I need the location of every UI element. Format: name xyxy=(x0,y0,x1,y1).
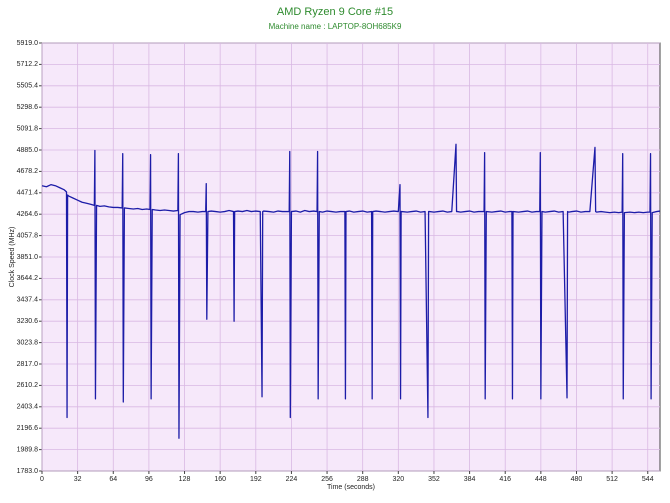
data-line xyxy=(41,143,661,439)
x-tick-label: 480 xyxy=(571,476,583,483)
chart-title: AMD Ryzen 9 Core #15 xyxy=(277,6,393,18)
y-tick-label: 2403.4 xyxy=(17,404,39,411)
x-tick-label: 416 xyxy=(499,476,511,483)
x-axis-title: Time (seconds) xyxy=(327,484,375,491)
y-axis-title: Clock Speed (MHz) xyxy=(9,227,16,288)
y-tick-label: 5505.4 xyxy=(17,83,39,90)
x-tick-label: 448 xyxy=(535,476,547,483)
x-tick-label: 384 xyxy=(464,476,476,483)
x-tick-label: 544 xyxy=(642,476,654,483)
x-tick-label: 352 xyxy=(428,476,440,483)
x-tick-label: 96 xyxy=(145,476,153,483)
y-tick-label: 1783.0 xyxy=(17,468,39,475)
y-tick-label: 5091.8 xyxy=(17,125,39,132)
y-tick-label: 5712.2 xyxy=(17,61,39,68)
x-tick-label: 0 xyxy=(40,476,44,483)
x-tick-label: 320 xyxy=(392,476,404,483)
x-tick-label: 192 xyxy=(250,476,262,483)
x-tick-label: 160 xyxy=(214,476,226,483)
y-tick-label: 5919.0 xyxy=(17,40,39,47)
y-tick-label: 4057.8 xyxy=(17,232,39,239)
y-tick-label: 2817.0 xyxy=(17,361,39,368)
y-tick-label: 4264.6 xyxy=(17,211,39,218)
y-tick-label: 4885.0 xyxy=(17,147,39,154)
y-tick-label: 2610.2 xyxy=(17,382,39,389)
y-tick-label: 5298.6 xyxy=(17,104,39,111)
y-tick-label: 3023.8 xyxy=(17,339,39,346)
y-tick-label: 3230.6 xyxy=(17,318,39,325)
x-tick-label: 64 xyxy=(109,476,117,483)
y-tick-label: 4678.2 xyxy=(17,168,39,175)
x-tick-label: 224 xyxy=(286,476,298,483)
y-tick-label: 1989.8 xyxy=(17,446,39,453)
y-tick-label: 2196.6 xyxy=(17,425,39,432)
y-tick-label: 3644.2 xyxy=(17,275,39,282)
x-tick-label: 32 xyxy=(74,476,82,483)
chart-subtitle: Machine name : LAPTOP-8OH685K9 xyxy=(269,22,402,31)
x-tick-label: 256 xyxy=(321,476,333,483)
x-tick-label: 512 xyxy=(606,476,618,483)
y-tick-label: 4471.4 xyxy=(17,190,39,197)
x-tick-label: 128 xyxy=(179,476,191,483)
y-tick-label: 3851.0 xyxy=(17,254,39,261)
y-tick-label: 3437.4 xyxy=(17,297,39,304)
x-tick-label: 288 xyxy=(357,476,369,483)
